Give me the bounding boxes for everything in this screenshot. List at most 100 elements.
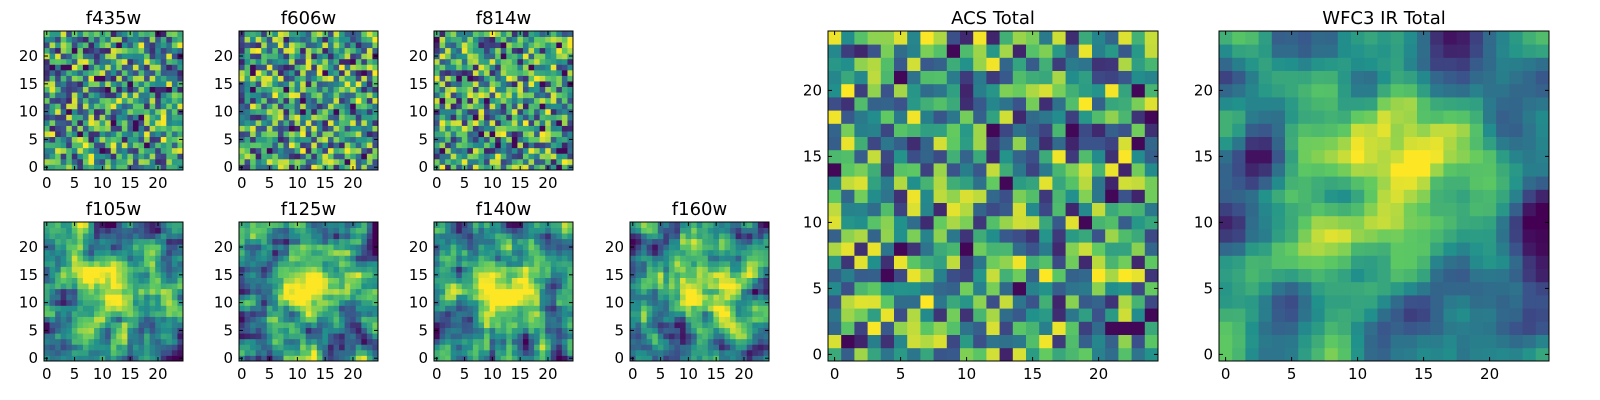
heatmap-cell [60, 86, 67, 93]
heatmap-cell [344, 322, 351, 329]
heatmap-cell [322, 114, 329, 121]
heatmap-cell [149, 164, 156, 171]
heatmap-cell [663, 349, 670, 356]
heatmap-cell [556, 344, 563, 351]
heatmap-cell [539, 164, 546, 171]
heatmap-cell [261, 108, 268, 115]
heatmap-cell [561, 283, 568, 290]
heatmap-cell [283, 249, 290, 256]
heatmap-cell [244, 131, 251, 138]
heatmap-cell [144, 244, 151, 251]
heatmap-cell [630, 283, 636, 290]
heatmap-cell [355, 97, 362, 104]
heatmap-cell [973, 215, 987, 230]
heatmap-cell [907, 215, 921, 230]
heatmap-cell [763, 277, 770, 284]
heatmap-cell [149, 327, 156, 334]
heatmap-cell [283, 310, 290, 317]
heatmap-cell [166, 47, 173, 54]
heatmap-cell [66, 108, 73, 115]
heatmap-cell [517, 86, 524, 93]
heatmap-cell [138, 277, 145, 284]
heatmap-cell [657, 349, 664, 356]
heatmap-cell [333, 305, 340, 312]
heatmap-cell [539, 305, 546, 312]
heatmap-cell [283, 260, 290, 267]
heatmap-cell [166, 158, 173, 165]
heatmap-cell [707, 249, 714, 256]
heatmap-cell [517, 131, 524, 138]
heatmap-cell [522, 86, 529, 93]
heatmap-cell [752, 310, 759, 317]
heatmap-cell [450, 249, 457, 256]
heatmap-cell [88, 31, 95, 37]
heatmap-cell [166, 233, 173, 240]
heatmap-cell [110, 255, 117, 262]
heatmap-cell [283, 42, 290, 49]
y-tick-label: 15 [214, 266, 233, 284]
heatmap-cell [528, 238, 535, 245]
heatmap-cell [266, 249, 273, 256]
heatmap-cell [854, 268, 868, 283]
heatmap-cell [999, 229, 1014, 243]
heatmap-cell [277, 277, 284, 284]
heatmap-cell [445, 64, 452, 71]
heatmap-cell [674, 283, 681, 290]
heatmap-cell [355, 310, 362, 317]
heatmap-cell [445, 125, 452, 132]
heatmap-cell [434, 131, 440, 138]
heatmap-cell [339, 238, 346, 245]
heatmap-cell [663, 322, 670, 329]
heatmap-cell [99, 53, 106, 60]
heatmap-cell [630, 266, 636, 273]
heatmap-cell [467, 233, 474, 240]
heatmap-cell [361, 164, 368, 171]
heatmap-cell [1092, 347, 1106, 362]
heatmap-cell [561, 153, 568, 160]
heatmap-cell [49, 349, 56, 356]
heatmap-cell [289, 108, 295, 115]
heatmap-cell [973, 255, 987, 269]
heatmap-cell [567, 227, 574, 234]
heatmap-cell [1012, 281, 1027, 296]
heatmap-cell [550, 97, 557, 104]
heatmap-cell [366, 131, 373, 138]
heatmap-cell [110, 310, 117, 317]
heatmap-cell [244, 333, 251, 340]
heatmap-cell [506, 333, 513, 340]
heatmap-cell [713, 238, 720, 245]
heatmap-cell [478, 249, 485, 256]
heatmap-cell [166, 31, 173, 37]
heatmap-cell [305, 333, 312, 340]
heatmap-cell [472, 136, 479, 143]
heatmap-cell [60, 355, 67, 362]
heatmap-cell [311, 255, 318, 262]
heatmap-cell [339, 277, 346, 284]
heatmap-cell [250, 322, 257, 329]
heatmap-cell [461, 75, 468, 82]
heatmap-cell [495, 75, 502, 82]
heatmap-cell [283, 69, 290, 76]
heatmap-cell [456, 31, 463, 37]
heatmap-cell [44, 227, 50, 234]
heatmap-cell [160, 86, 167, 93]
heatmap-cell [960, 334, 974, 349]
heatmap-cell [550, 266, 557, 273]
heatmap-cell [495, 333, 502, 340]
heatmap-cell [144, 338, 151, 345]
heatmap-cell [489, 53, 496, 60]
heatmap-cell [511, 108, 518, 115]
heatmap-cell [239, 47, 245, 54]
heatmap-cell [116, 42, 123, 49]
heatmap-cell [467, 158, 474, 165]
heatmap-cell [71, 81, 78, 87]
heatmap-cell [116, 227, 123, 234]
heatmap-cell [355, 227, 362, 234]
heatmap-cell [545, 47, 552, 54]
heatmap-cell [522, 97, 529, 104]
heatmap-cell [635, 233, 642, 240]
heatmap-cell [450, 158, 457, 165]
heatmap-cell [121, 333, 128, 340]
heatmap-cell [266, 42, 273, 49]
heatmap-cell [735, 222, 742, 228]
